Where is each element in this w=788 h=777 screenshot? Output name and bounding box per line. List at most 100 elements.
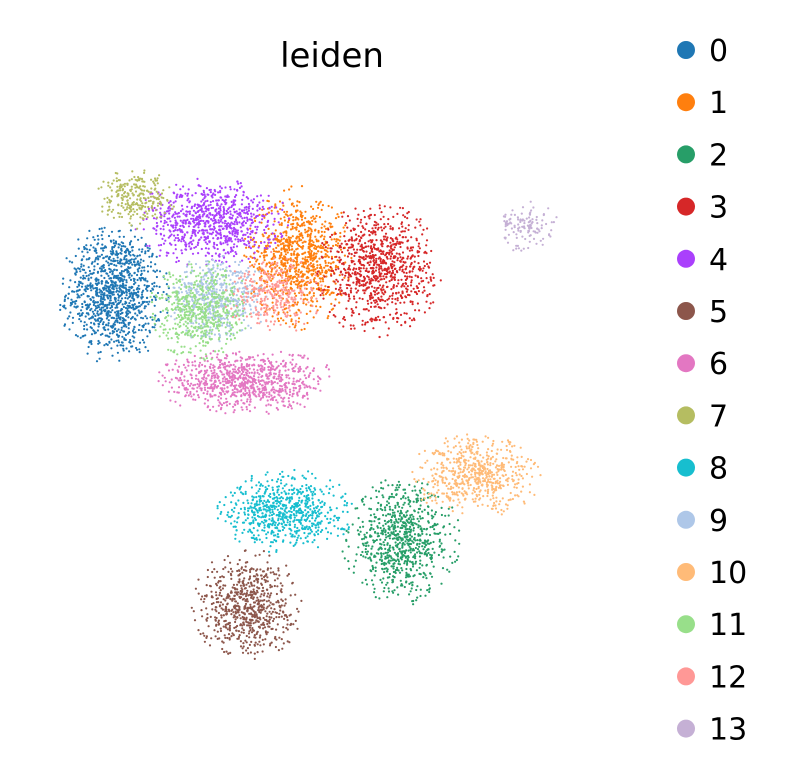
data-point [397,521,400,524]
data-point [227,652,230,655]
data-point [115,264,118,267]
data-point [299,271,302,274]
data-point [194,233,197,236]
data-point [233,223,236,226]
data-point [233,234,236,238]
data-point [165,254,168,257]
data-point [228,265,231,268]
data-point [268,554,271,557]
data-point [224,599,227,602]
data-point [381,567,384,570]
data-point [310,250,313,253]
data-point [436,532,439,535]
data-point [220,214,223,217]
data-point [386,257,389,260]
data-point [98,255,101,258]
data-point [383,205,386,208]
data-point [163,219,166,222]
data-point [322,238,326,241]
data-point [375,489,378,492]
data-point [133,279,136,282]
data-point [126,307,129,310]
data-point [219,629,223,633]
data-point [321,204,324,207]
data-point [215,243,219,247]
data-point [350,314,353,317]
data-point [137,284,140,287]
data-point [226,555,230,558]
data-point [129,261,132,264]
data-point [288,198,291,201]
data-point [336,250,339,253]
data-point [421,532,424,536]
data-point [396,299,399,302]
data-point [294,226,297,229]
data-point [405,563,409,566]
data-point [419,218,422,221]
data-point [256,267,259,270]
data-point [101,280,104,283]
data-point [222,215,226,219]
data-point [127,316,130,319]
data-point [417,254,420,258]
data-point [342,226,345,229]
data-point [205,187,208,190]
data-point [174,248,177,251]
data-point [310,223,313,226]
data-point [378,267,381,270]
data-point [228,236,231,240]
data-point [228,239,231,242]
data-point [378,204,381,207]
data-point [202,191,206,194]
data-point [315,260,318,263]
data-point [419,504,422,507]
data-point [378,207,381,210]
data-point [391,297,394,300]
data-point [384,557,387,560]
data-point [227,608,230,611]
data-point [343,557,346,560]
data-point [384,235,387,238]
data-point [380,298,383,301]
data-point [260,574,263,577]
data-point [155,255,158,258]
data-point [316,272,319,275]
data-point [364,323,367,326]
data-point [125,311,128,314]
data-point [128,302,131,305]
data-point [397,480,400,483]
data-point [374,516,377,519]
data-point [400,222,403,225]
data-point [391,509,394,512]
data-point [272,223,275,226]
data-point [100,297,103,300]
data-point [153,285,156,288]
data-point [283,216,286,219]
data-point [393,524,396,527]
data-point [251,264,254,267]
data-point [369,239,372,242]
data-point [268,206,271,209]
data-point [102,296,105,299]
data-point [238,208,241,211]
data-point [291,582,294,585]
data-point [213,568,216,571]
data-point [329,265,332,269]
data-point [273,584,276,588]
data-point [248,245,251,248]
data-point [238,614,241,617]
data-point [400,567,403,570]
data-point [344,261,347,264]
data-point [247,207,250,210]
data-point [214,618,217,622]
data-point [320,208,323,211]
data-point [373,220,376,223]
data-point [364,269,367,272]
data-point [176,229,179,232]
data-point [374,301,377,304]
data-point [126,269,129,273]
data-point [132,328,135,331]
data-point [102,288,105,291]
data-point [326,241,329,244]
data-point [366,299,369,302]
